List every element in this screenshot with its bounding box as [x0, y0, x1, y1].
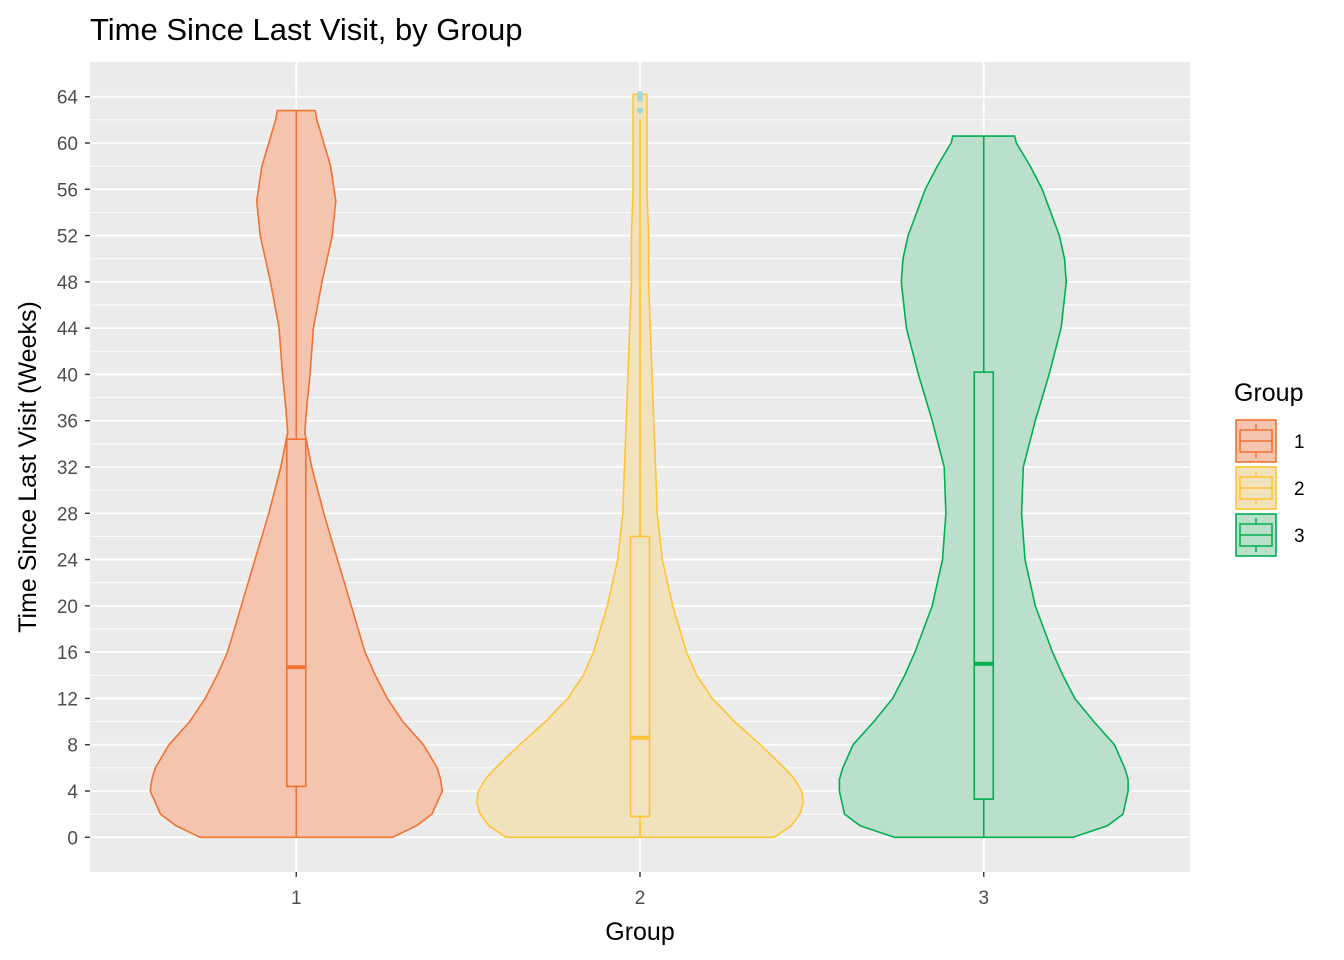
legend-label: 2 [1294, 479, 1305, 500]
box-group-1 [285, 438, 307, 788]
y-tick-label: 36 [57, 412, 78, 433]
y-tick-label: 40 [57, 365, 78, 386]
y-tick-label: 64 [57, 88, 79, 109]
x-axis-title: Group [605, 918, 674, 946]
y-tick-label: 56 [57, 180, 78, 201]
y-tick-label: 24 [57, 551, 79, 572]
outlier-point [636, 95, 644, 103]
y-tick-label: 60 [57, 134, 78, 155]
x-tick-label: 2 [635, 888, 646, 909]
y-tick-label: 48 [57, 273, 78, 294]
legend-label: 3 [1294, 526, 1305, 547]
violin-layer [149, 91, 1129, 839]
box-group-3 [973, 371, 995, 800]
x-tick-label: 1 [291, 888, 302, 909]
y-tick-label: 0 [67, 828, 78, 849]
legend-label: 1 [1294, 432, 1305, 453]
y-tick-label: 44 [57, 319, 79, 340]
y-tick-label: 52 [57, 227, 78, 248]
y-axis-title: Time Since Last Visit (Weeks) [14, 301, 42, 633]
y-tick-label: 4 [67, 782, 78, 803]
legend: Group 1 2 3 [1234, 379, 1305, 557]
y-tick-label: 20 [57, 597, 78, 618]
chart-title: Time Since Last Visit, by Group [90, 12, 522, 47]
y-tick-label: 8 [67, 736, 78, 757]
legend-title: Group [1234, 379, 1303, 407]
x-tick-label: 3 [978, 888, 989, 909]
outlier-point [636, 107, 644, 114]
y-tick-label: 28 [57, 504, 78, 525]
y-tick-label: 16 [57, 643, 78, 664]
outlier-point [636, 91, 644, 98]
y-tick-label: 32 [57, 458, 78, 479]
box-group-2 [629, 535, 651, 818]
y-tick-label: 12 [57, 689, 78, 710]
